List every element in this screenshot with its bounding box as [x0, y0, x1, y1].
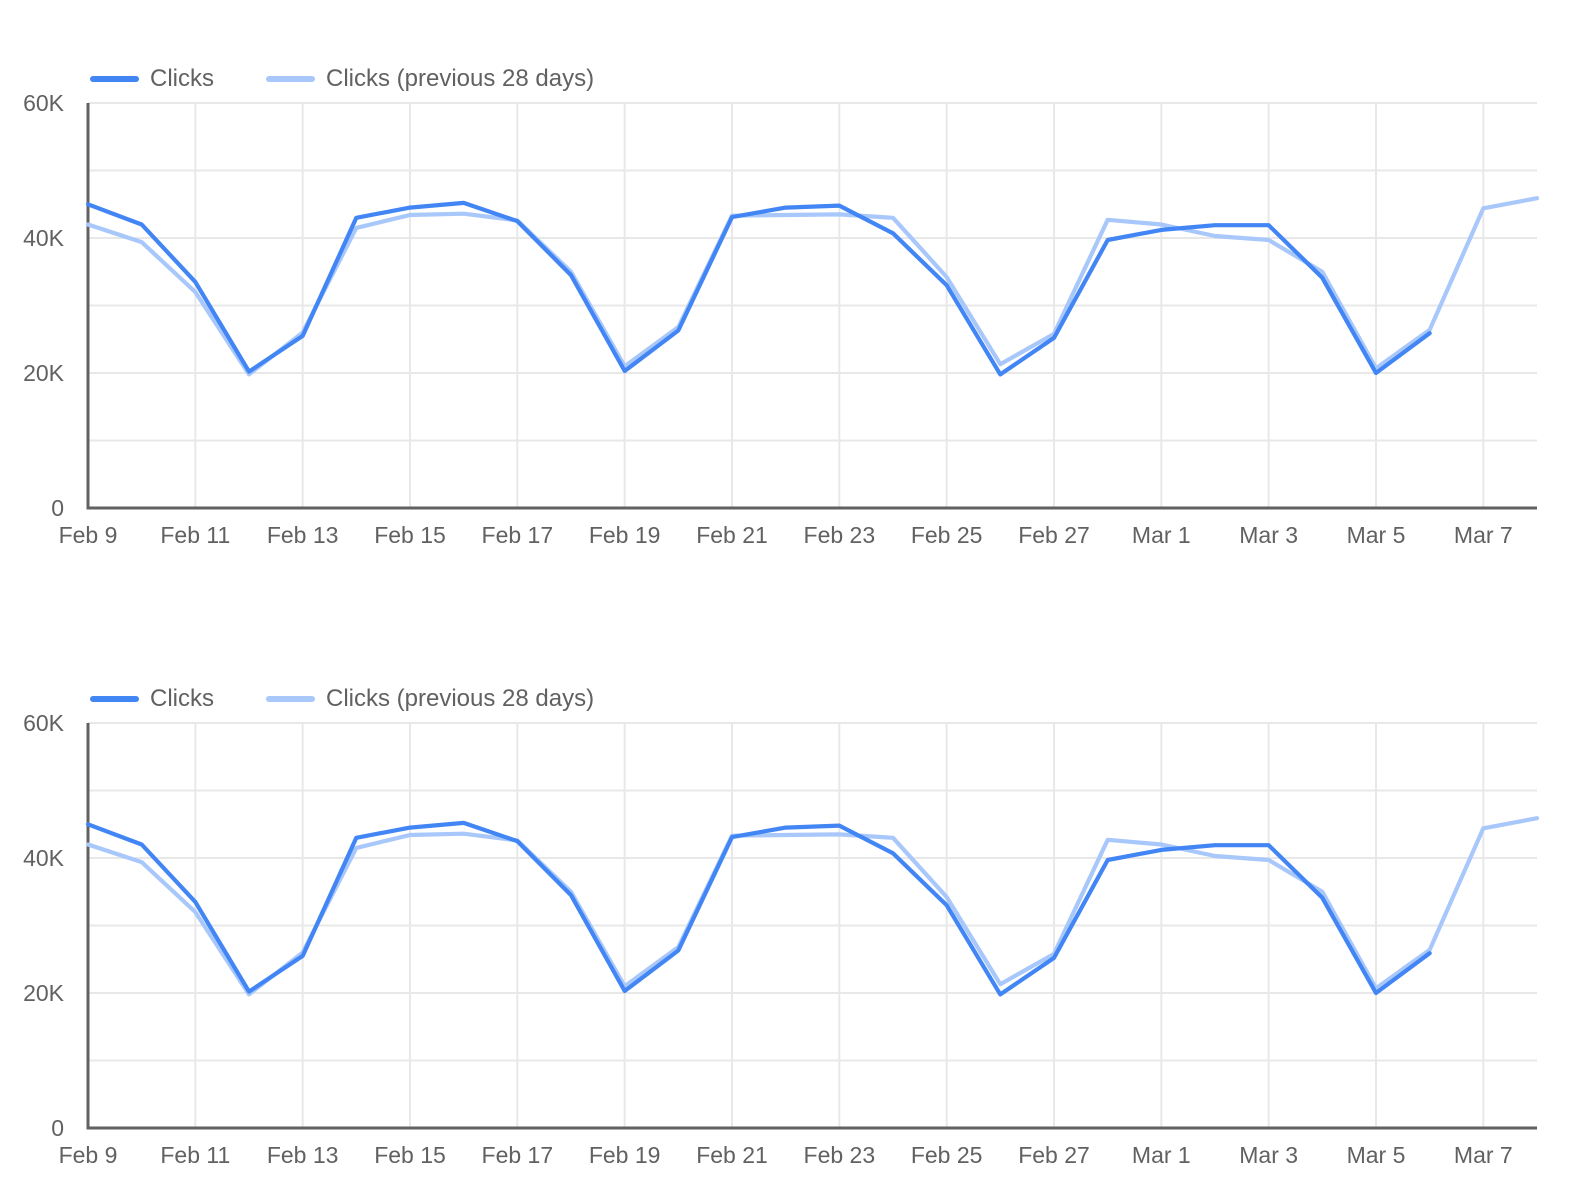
- clicks-series-swatch: [90, 696, 139, 702]
- line-chart-canvas[interactable]: [0, 620, 1572, 1200]
- y-axis-tick-label: 0: [51, 1115, 64, 1141]
- x-axis-tick-label: Feb 13: [266, 1142, 339, 1168]
- clicks-chart-bottom: Clicks Clicks (previous 28 days) 60K 40K 2…: [0, 620, 1572, 1200]
- line-chart-canvas[interactable]: [0, 0, 1572, 580]
- legend-item-clicks: Clicks: [90, 66, 214, 92]
- x-axis-tick-label: Feb 15: [374, 522, 446, 548]
- chart-legend: Clicks Clicks (previous 28 days): [90, 66, 594, 92]
- x-axis-tick-label: Feb 23: [803, 1142, 876, 1168]
- clicks-line: [85, 820, 1432, 997]
- x-axis-tick-label: Mar 1: [1131, 522, 1191, 548]
- x-axis-tick-label: Feb 23: [803, 522, 876, 548]
- clicks-series-swatch: [90, 76, 139, 82]
- x-axis-tick-label: Feb 25: [910, 1142, 983, 1168]
- y-axis-tick-label: 20K: [23, 360, 64, 386]
- x-axis-tick-label: Feb 11: [160, 1142, 231, 1168]
- x-axis-tick-label: Feb 27: [1018, 522, 1090, 548]
- clicks-line: [85, 200, 1432, 377]
- y-axis-tick-label: 0: [51, 495, 64, 521]
- x-axis-tick-label: Feb 21: [696, 1142, 768, 1168]
- x-axis-tick-label: Feb 17: [481, 1142, 554, 1168]
- x-axis-tick-label: Feb 19: [588, 1142, 661, 1168]
- clicks-series-label: Clicks: [150, 65, 214, 92]
- clicks-series-label: Clicks: [150, 685, 214, 712]
- clicks-previous-line: [85, 816, 1540, 997]
- clicks-previous-line: [85, 196, 1540, 377]
- clicks-previous-series-label: Clicks (previous 28 days): [326, 685, 595, 712]
- legend-item-clicks: Clicks: [90, 686, 214, 712]
- x-axis-tick-label: Feb 9: [58, 522, 118, 548]
- y-axis-tick-label: 60K: [23, 90, 64, 116]
- x-axis-tick-label: Mar 3: [1239, 522, 1299, 548]
- clicks-previous-series-swatch: [266, 76, 315, 82]
- x-axis-tick-label: Mar 1: [1131, 1142, 1191, 1168]
- x-axis-tick-label: Feb 13: [266, 522, 339, 548]
- chart-legend: Clicks Clicks (previous 28 days): [90, 686, 594, 712]
- x-axis-tick-label: Feb 19: [588, 522, 661, 548]
- legend-item-clicks-previous: Clicks (previous 28 days): [266, 66, 594, 92]
- x-axis-tick-label: Feb 11: [160, 522, 231, 548]
- clicks-chart-top: Clicks Clicks (previous 28 days) 60K 40K 2…: [0, 0, 1572, 580]
- x-axis-tick-label: Mar 7: [1453, 1142, 1513, 1168]
- x-axis-tick-label: Mar 5: [1346, 522, 1406, 548]
- x-axis-tick-label: Feb 15: [374, 1142, 446, 1168]
- x-axis-tick-label: Mar 5: [1346, 1142, 1406, 1168]
- x-axis-tick-label: Mar 7: [1453, 522, 1513, 548]
- legend-item-clicks-previous: Clicks (previous 28 days): [266, 686, 594, 712]
- x-axis-tick-label: Feb 9: [58, 1142, 118, 1168]
- y-axis-tick-label: 40K: [23, 225, 64, 251]
- clicks-previous-series-swatch: [266, 696, 315, 702]
- x-axis-tick-label: Feb 21: [696, 522, 768, 548]
- x-axis-tick-label: Feb 17: [481, 522, 554, 548]
- x-axis-tick-label: Feb 27: [1018, 1142, 1090, 1168]
- x-axis-tick-label: Feb 25: [910, 522, 983, 548]
- y-axis-tick-label: 60K: [23, 710, 64, 736]
- y-axis-tick-label: 20K: [23, 980, 64, 1006]
- clicks-previous-series-label: Clicks (previous 28 days): [326, 65, 595, 92]
- y-axis-tick-label: 40K: [23, 845, 64, 871]
- x-axis-tick-label: Mar 3: [1239, 1142, 1299, 1168]
